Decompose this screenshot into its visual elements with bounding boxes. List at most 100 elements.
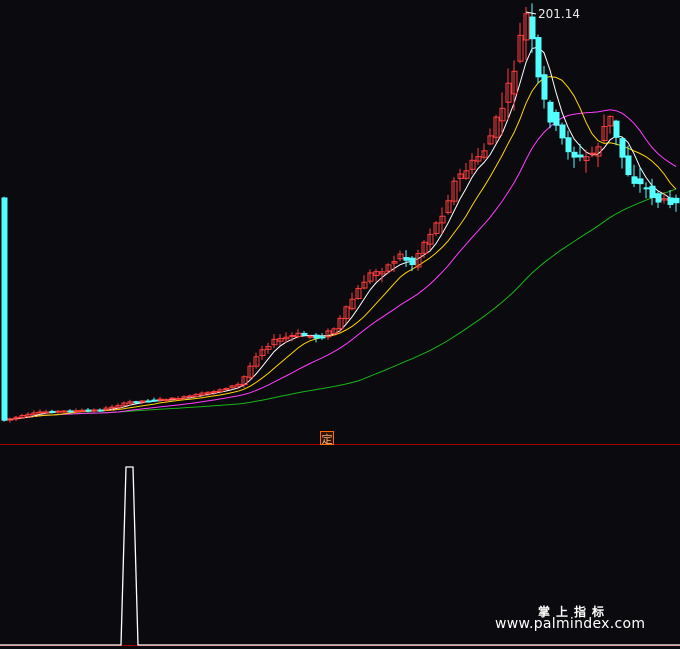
candle-body — [469, 159, 476, 170]
candle-body — [367, 272, 374, 282]
candle-body — [631, 176, 638, 184]
candle-body — [415, 253, 422, 268]
candle-body — [547, 101, 554, 123]
candle-body — [457, 173, 464, 179]
candle-body — [487, 135, 494, 145]
candle-body — [25, 413, 32, 417]
candle-body — [73, 410, 80, 413]
candle-body — [61, 410, 68, 413]
candle-body — [667, 197, 674, 205]
candle-body — [385, 264, 392, 272]
candle-body — [349, 298, 356, 310]
candle-body — [391, 261, 398, 264]
ma-short-line — [3, 46, 677, 421]
candle-body — [643, 187, 650, 190]
candle-body — [37, 411, 44, 414]
candle-body — [505, 82, 512, 103]
candle-body — [187, 395, 194, 398]
candle-body — [649, 185, 656, 199]
candle-body — [433, 222, 440, 234]
candle-body — [529, 16, 536, 40]
candle-body — [325, 330, 332, 338]
signal-marker-label: 定 — [321, 433, 333, 446]
candle-body — [397, 253, 404, 260]
candle-body — [181, 396, 188, 399]
candle-body — [523, 13, 530, 41]
candle-body — [163, 399, 170, 402]
candle-body — [637, 178, 644, 185]
candle-body — [439, 215, 446, 224]
candle-body — [589, 152, 596, 155]
candle-body — [361, 281, 368, 289]
candle-body — [1, 197, 8, 421]
candle-body — [247, 365, 254, 378]
candle-body — [169, 397, 176, 400]
candle-body — [175, 398, 182, 401]
candle-body — [613, 120, 620, 138]
candle-body — [241, 376, 248, 386]
candle-body — [559, 124, 566, 139]
candle-body — [331, 328, 338, 335]
candle-body — [199, 392, 206, 396]
candle-body — [265, 345, 272, 350]
candle-body — [571, 151, 578, 158]
candle-body — [217, 389, 224, 393]
peak-price-label: 201.14 — [538, 7, 580, 21]
candle-body — [445, 200, 452, 214]
candle-body — [595, 146, 602, 157]
candle-body — [109, 406, 116, 409]
candle-body — [421, 241, 428, 254]
candle-body — [223, 387, 230, 390]
candle-body — [463, 170, 470, 179]
candle-body — [67, 410, 74, 413]
candle-body — [127, 401, 134, 404]
candle-body — [499, 107, 506, 122]
candle-body — [517, 34, 524, 62]
candle-body — [139, 400, 146, 403]
candle-body — [319, 336, 326, 339]
candle-body — [565, 137, 572, 153]
candle-body — [79, 409, 86, 412]
candle-body — [115, 405, 122, 408]
indicator-signal-line — [0, 466, 680, 646]
candle-body — [343, 306, 350, 320]
candle-body — [307, 335, 314, 338]
candle-body — [289, 334, 296, 337]
candle-body — [301, 332, 308, 336]
candle-body — [619, 138, 626, 158]
candle-body — [409, 257, 416, 266]
candle-body — [55, 410, 62, 413]
signal-marker: 定 — [320, 431, 334, 446]
ma-longest-line — [3, 188, 677, 421]
watermark-title: 掌上指标 — [538, 605, 611, 619]
candle-body — [673, 197, 680, 204]
candle-body — [355, 288, 362, 300]
candle-body — [145, 400, 152, 403]
candle-body — [193, 393, 200, 397]
candle-body — [31, 412, 38, 415]
candle-body — [541, 74, 548, 100]
candle-body — [271, 338, 278, 346]
candle-body — [19, 415, 26, 419]
candle-body — [277, 337, 284, 342]
candle-body — [259, 349, 266, 357]
candle-body — [577, 154, 584, 158]
candle-body — [313, 334, 320, 339]
candle-body — [295, 332, 302, 337]
candle-body — [103, 407, 110, 411]
candle-body — [535, 37, 542, 78]
candle-body — [553, 111, 560, 126]
candle-body — [229, 385, 236, 388]
candle-body — [661, 198, 668, 201]
candle-body — [253, 356, 260, 367]
candle-body — [151, 399, 158, 402]
candle-body — [121, 402, 128, 406]
candle-body — [91, 409, 98, 412]
candle-body — [373, 271, 380, 277]
candle-body — [379, 271, 386, 275]
candle-body — [481, 150, 488, 158]
candle-body — [583, 156, 590, 161]
candle-body — [511, 70, 518, 95]
candle-body — [157, 398, 164, 401]
